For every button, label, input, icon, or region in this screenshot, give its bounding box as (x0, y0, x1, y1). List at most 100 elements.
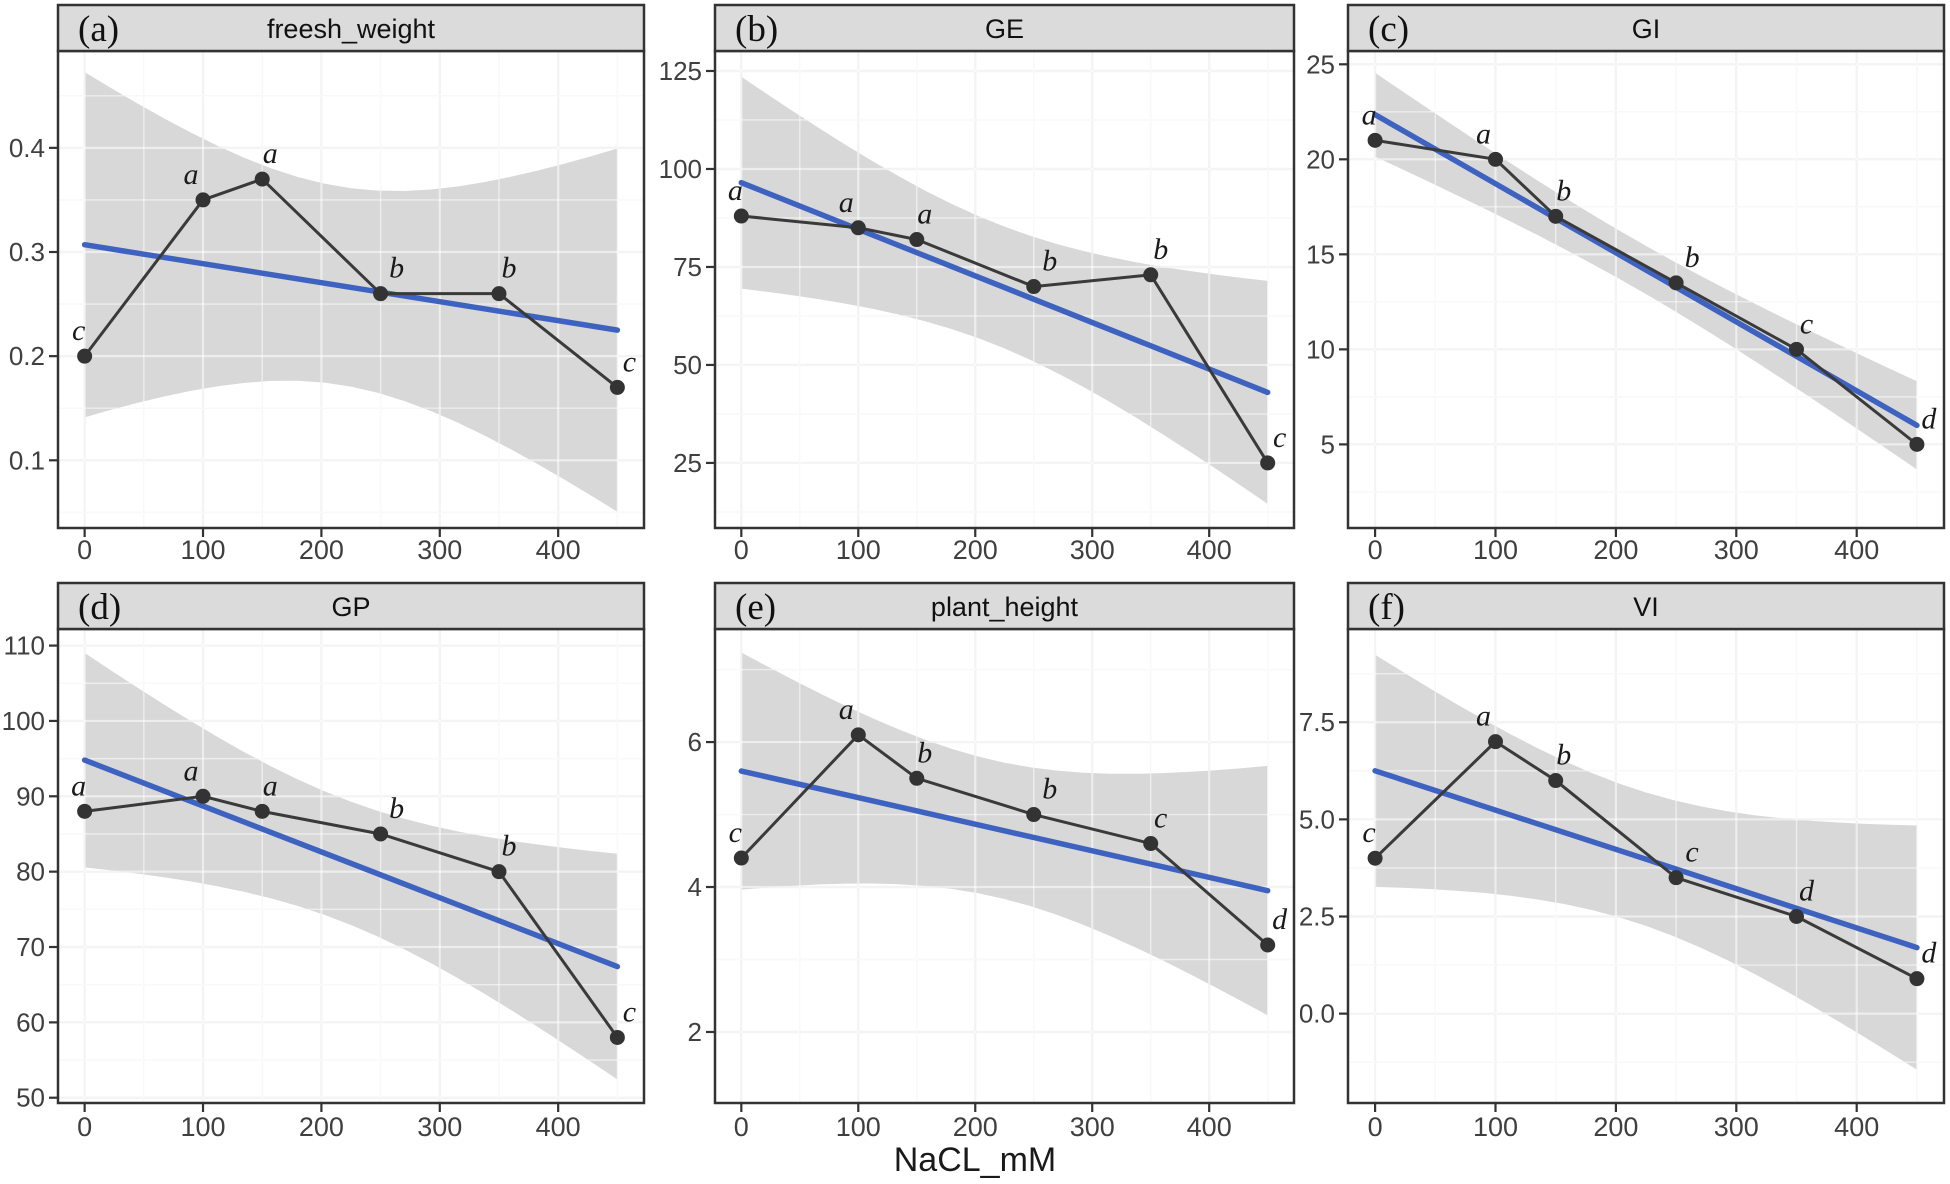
data-point (77, 803, 93, 819)
y-tick-label: 50 (673, 350, 702, 380)
y-tick-label: 5 (1321, 429, 1335, 459)
gridlines-over (715, 629, 1294, 1103)
data-point (1487, 734, 1503, 750)
x-axis: 0 100 200 300 400 (77, 1103, 581, 1142)
confidence-band (741, 652, 1268, 1016)
facet-panel-d: a a a b b c (d) GP 50 60 70 80 90 100 110 0 100 200 300 400 (2, 581, 646, 1142)
y-axis: 50 60 70 80 90 100 110 (2, 631, 58, 1113)
panel-tag: (b) (735, 9, 778, 50)
x-tick-label: 0 (734, 1112, 749, 1142)
sig-letter: b (917, 736, 932, 769)
sig-letter: d (1272, 903, 1288, 936)
data-points (733, 208, 1276, 471)
x-tick-label: 100 (180, 535, 225, 565)
strip-title: GP (331, 592, 370, 622)
strip-header (56, 581, 646, 631)
panel-tag: (d) (78, 587, 121, 628)
x-tick-label: 300 (1714, 1112, 1759, 1142)
sig-letter: c (1273, 421, 1286, 454)
sig-letter: a (71, 769, 86, 802)
data-point (1668, 275, 1684, 291)
y-tick-label: 0.0 (1300, 999, 1335, 1029)
significance-letters: a a a b b c (728, 174, 1287, 454)
x-tick-label: 200 (1593, 1112, 1638, 1142)
x-tick-label: 200 (1593, 535, 1638, 565)
sig-letter: d (1799, 875, 1815, 908)
significance-letters: c a b b c d (729, 693, 1289, 936)
y-tick-label: 0.2 (9, 341, 45, 371)
x-axis: 0 100 200 300 400 (77, 528, 581, 565)
data-point (1260, 937, 1276, 953)
y-tick-label: 80 (16, 857, 45, 887)
y-tick-label: 70 (16, 932, 45, 962)
strip-header (56, 3, 646, 53)
significance-letters: c a a b b c (72, 137, 636, 378)
y-tick-label: 25 (1306, 49, 1335, 79)
sig-letter: d (1921, 937, 1937, 970)
x-axis: 0 100 200 300 400 (1368, 528, 1879, 565)
y-tick-label: 90 (16, 781, 45, 811)
sig-letter: b (501, 830, 516, 863)
confidence-band (84, 72, 618, 512)
strip-title: GE (985, 14, 1024, 44)
data-points (77, 788, 625, 1045)
data-point (1668, 870, 1684, 886)
significance-letters: a a a b b c (71, 754, 636, 1028)
data-point (850, 220, 866, 236)
sig-letter: c (72, 314, 85, 347)
gridlines-over (58, 51, 644, 528)
sig-letter: a (1476, 700, 1491, 733)
x-tick-label: 100 (1473, 535, 1518, 565)
y-axis: 2 4 6 (688, 727, 715, 1047)
y-tick-label: 75 (673, 252, 702, 282)
confidence-band (1375, 654, 1917, 1070)
gridlines-over (58, 629, 644, 1103)
y-axis: 25 50 75 100 125 (659, 56, 715, 478)
data-point (609, 1029, 625, 1045)
strip-header (713, 581, 1296, 631)
data-point (1909, 436, 1925, 452)
y-axis: 0.1 0.2 0.3 0.4 (9, 133, 58, 475)
sig-letter: a (917, 198, 932, 231)
data-point (909, 770, 925, 786)
x-tick-label: 400 (1834, 535, 1879, 565)
x-tick-label: 400 (536, 1112, 581, 1142)
regression-line (738, 179, 1271, 396)
sig-letter: a (184, 754, 199, 787)
data-points (1367, 734, 1925, 987)
y-tick-label: 6 (688, 727, 702, 757)
data-point (733, 850, 749, 866)
strip-header (1346, 3, 1946, 53)
data-point (909, 232, 925, 248)
data-line (1374, 739, 1918, 981)
sig-letter: c (1800, 307, 1813, 340)
data-line (83, 177, 619, 389)
data-point (373, 826, 389, 842)
sig-letter: b (389, 792, 404, 825)
x-axis-title: NaCL_mM (893, 1141, 1057, 1179)
x-tick-label: 200 (953, 535, 998, 565)
sig-letter: b (501, 252, 516, 285)
data-point (491, 286, 507, 302)
data-point (195, 788, 211, 804)
y-tick-label: 0.4 (9, 133, 45, 163)
sig-letter: c (729, 816, 742, 849)
strip-header (713, 3, 1296, 53)
data-point (1143, 267, 1159, 283)
facet-panel-e: c a b b c d (e) plant_height 2 4 6 0 100 200 300 400 (688, 581, 1296, 1142)
sig-letter: b (1556, 174, 1571, 207)
data-line (740, 732, 1269, 947)
x-tick-label: 400 (1834, 1112, 1879, 1142)
data-point (254, 171, 270, 187)
data-point (195, 192, 211, 208)
x-tick-label: 200 (299, 535, 344, 565)
data-point (491, 864, 507, 880)
data-line (1374, 138, 1918, 446)
x-axis: 0 100 200 300 400 (734, 528, 1232, 565)
data-point (77, 348, 93, 364)
strip-title: VI (1633, 592, 1659, 622)
x-tick-label: 400 (536, 535, 581, 565)
regression-line (1372, 768, 1920, 951)
data-point (1026, 807, 1042, 823)
